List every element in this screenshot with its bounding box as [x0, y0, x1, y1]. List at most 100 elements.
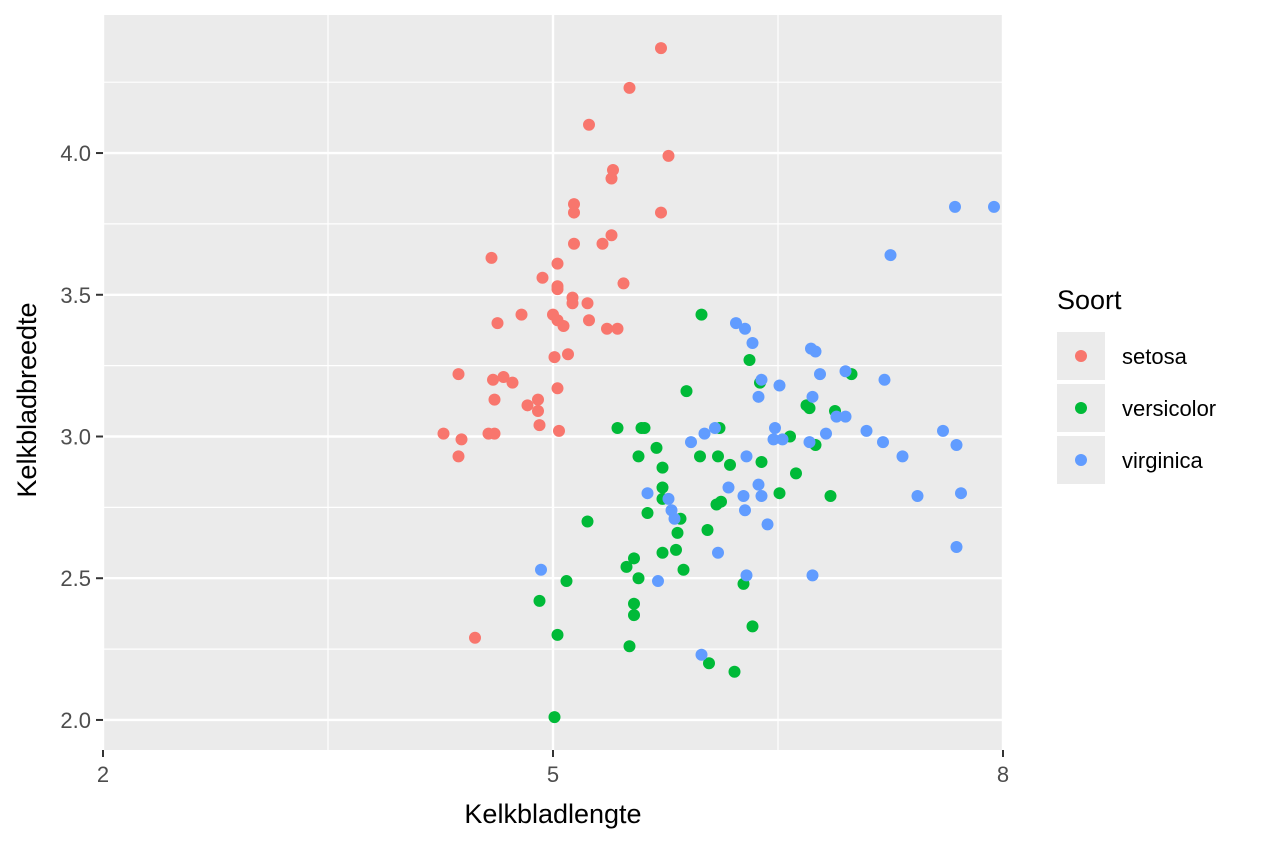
- point-versicolor: [694, 450, 706, 463]
- y-tick-label: 2.0: [60, 708, 91, 733]
- point-setosa: [557, 319, 570, 332]
- point-versicolor: [620, 560, 633, 573]
- point-versicolor: [656, 481, 669, 494]
- legend-label-versicolor: versicolor: [1122, 396, 1216, 421]
- point-versicolor: [656, 546, 669, 559]
- point-setosa: [617, 277, 630, 290]
- point-virginica: [709, 421, 721, 434]
- point-setosa: [521, 399, 534, 412]
- point-virginica: [776, 433, 789, 446]
- point-setosa: [532, 393, 544, 406]
- point-versicolor: [677, 563, 690, 576]
- point-versicolor: [638, 421, 651, 434]
- point-virginica: [752, 390, 765, 403]
- legend: Soort setosa versicolor virginica: [1057, 285, 1216, 484]
- point-versicolor: [632, 572, 645, 585]
- point-virginica: [878, 373, 891, 386]
- point-versicolor: [551, 628, 564, 641]
- point-virginica: [950, 439, 963, 452]
- point-setosa: [455, 433, 468, 446]
- point-virginica: [739, 504, 751, 517]
- point-virginica: [820, 427, 832, 440]
- point-virginica: [746, 336, 759, 349]
- point-versicolor: [533, 594, 546, 607]
- point-setosa: [655, 206, 667, 219]
- point-versicolor: [724, 458, 736, 471]
- x-tick-label: 8: [997, 762, 1009, 787]
- x-tick-label: 2: [97, 762, 109, 787]
- point-setosa: [581, 297, 594, 310]
- point-virginica: [722, 481, 735, 494]
- point-setosa: [551, 257, 564, 270]
- point-setosa: [533, 419, 546, 432]
- point-setosa: [469, 631, 481, 644]
- legend-marker-setosa: [1075, 350, 1087, 362]
- point-setosa: [488, 393, 501, 406]
- point-virginica: [955, 487, 967, 500]
- point-virginica: [662, 492, 675, 505]
- point-virginica: [535, 563, 547, 576]
- point-setosa: [551, 283, 564, 296]
- point-setosa: [605, 229, 618, 242]
- point-virginica: [877, 436, 889, 449]
- point-versicolor: [623, 640, 636, 653]
- point-virginica: [737, 490, 750, 503]
- point-virginica: [755, 373, 768, 386]
- point-setosa: [515, 308, 528, 321]
- x-tick-label: 5: [547, 762, 559, 787]
- point-virginica: [803, 436, 816, 449]
- point-versicolor: [628, 597, 640, 610]
- point-setosa: [562, 348, 574, 361]
- point-setosa: [662, 149, 675, 162]
- point-virginica: [739, 322, 751, 335]
- point-virginica: [641, 487, 654, 500]
- point-virginica: [830, 410, 843, 423]
- legend-title: Soort: [1057, 285, 1122, 315]
- point-versicolor: [650, 441, 663, 454]
- point-virginica: [698, 427, 711, 440]
- legend-label-setosa: setosa: [1122, 344, 1188, 369]
- y-tick-label: 2.5: [60, 566, 91, 591]
- point-versicolor: [680, 385, 693, 398]
- point-setosa: [583, 118, 595, 131]
- point-versicolor: [548, 711, 561, 724]
- point-versicolor: [628, 609, 640, 622]
- point-setosa: [488, 427, 501, 440]
- point-virginica: [767, 433, 780, 446]
- point-setosa: [568, 237, 580, 250]
- point-virginica: [740, 569, 753, 582]
- point-setosa: [532, 404, 544, 417]
- point-versicolor: [701, 524, 714, 537]
- point-setosa: [583, 314, 595, 327]
- legend-marker-versicolor: [1075, 402, 1087, 414]
- point-virginica: [814, 368, 826, 381]
- point-setosa: [437, 427, 450, 440]
- point-versicolor: [728, 665, 741, 678]
- point-virginica: [773, 379, 786, 392]
- point-setosa: [548, 351, 561, 364]
- y-tick-label: 3.0: [60, 424, 91, 449]
- point-versicolor: [703, 657, 715, 670]
- point-setosa: [452, 368, 465, 381]
- point-virginica: [937, 424, 949, 437]
- point-versicolor: [581, 515, 594, 528]
- point-virginica: [896, 450, 909, 463]
- point-versicolor: [671, 526, 684, 539]
- point-setosa: [655, 42, 667, 55]
- y-tick-label: 4.0: [60, 141, 91, 166]
- point-virginica: [695, 648, 708, 661]
- point-virginica: [730, 317, 742, 330]
- y-tick-label: 3.5: [60, 283, 91, 308]
- point-virginica: [806, 569, 819, 582]
- point-virginica: [761, 518, 774, 531]
- point-virginica: [685, 436, 697, 449]
- point-setosa: [536, 271, 549, 284]
- point-virginica: [860, 424, 873, 437]
- axes: 2.0 2.5 3.0 3.5 4.0 2 5 8: [60, 141, 1009, 787]
- point-virginica: [668, 512, 681, 525]
- point-setosa: [553, 424, 565, 437]
- point-virginica: [752, 478, 765, 491]
- point-virginica: [755, 490, 768, 503]
- point-setosa: [611, 322, 624, 335]
